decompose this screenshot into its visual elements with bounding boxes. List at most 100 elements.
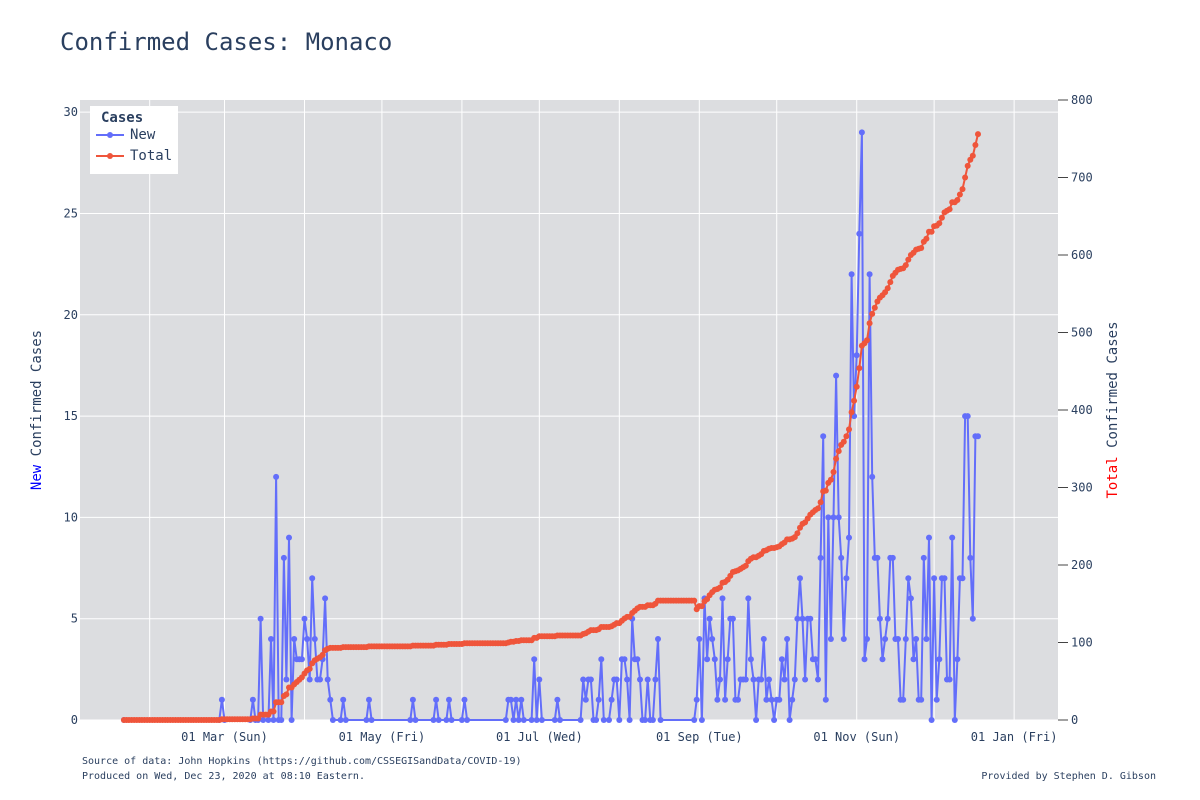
data-point-new [848, 271, 855, 278]
data-point-new [696, 636, 703, 642]
data-point-total [884, 285, 891, 292]
data-point-total [956, 191, 963, 198]
data-point-new [448, 717, 455, 723]
left-tick-label: 30 [64, 105, 78, 119]
data-point-new [931, 575, 938, 582]
data-point-total [717, 584, 723, 591]
data-point-new [587, 676, 594, 683]
data-point-new [719, 595, 726, 602]
data-point-new [366, 696, 372, 703]
data-point-new [655, 636, 661, 642]
data-point-total [866, 320, 873, 327]
data-point-new [729, 615, 736, 622]
data-point-new [515, 717, 522, 723]
data-point-new [910, 656, 917, 663]
x-axis: 01 Mar (Sun) 01 May (Fri) 01 Jul (Wed) 01 S… [181, 730, 1057, 744]
data-point-new [298, 656, 305, 663]
data-point-new [830, 514, 837, 521]
data-point-new [784, 636, 791, 642]
data-point-new [771, 717, 778, 723]
data-point-total [954, 197, 961, 203]
data-point-new [745, 595, 752, 602]
left-y-axis: 0 5 10 15 20 25 30 [64, 105, 78, 727]
data-point-new [531, 656, 538, 663]
data-point-total [964, 162, 971, 169]
data-point-total [278, 699, 285, 706]
data-point-new [747, 656, 754, 663]
data-point-new [802, 676, 809, 683]
right-tick-label: 300 [1071, 481, 1093, 495]
data-point-new [520, 717, 527, 723]
data-point-total [283, 691, 290, 698]
data-point-new [507, 696, 514, 703]
data-point-new [778, 656, 785, 663]
data-point-new [270, 717, 277, 723]
data-point-total [869, 310, 876, 317]
data-point-total [975, 131, 981, 138]
data-point-new [858, 129, 865, 136]
data-point-new [941, 575, 948, 582]
data-point-new [763, 696, 770, 703]
data-point-new [311, 636, 318, 642]
left-tick-label: 15 [64, 409, 78, 423]
data-point-new [652, 676, 659, 683]
x-tick-label: 01 Sep (Tue) [656, 730, 743, 744]
x-tick-label: 01 Jan (Fri) [971, 730, 1058, 744]
data-point-total [817, 499, 824, 506]
data-point-new [923, 636, 930, 642]
data-point-new [510, 717, 517, 723]
data-point-new [717, 676, 723, 683]
data-point-new [835, 514, 842, 521]
data-point-new [642, 717, 649, 723]
data-point-total [959, 186, 966, 193]
data-point-new [513, 696, 520, 703]
left-axis-title-colored: New [29, 464, 45, 490]
data-point-new [446, 696, 452, 703]
data-point-new [464, 717, 471, 723]
data-point-new [902, 636, 909, 642]
data-point-new [781, 676, 788, 683]
data-point-new [964, 413, 971, 420]
data-point-new [827, 636, 834, 642]
data-point-new [724, 656, 731, 663]
data-point-new [693, 696, 700, 703]
data-point-new [907, 595, 914, 602]
data-point-new [606, 717, 612, 723]
data-point-new [794, 615, 801, 622]
data-point-new [876, 615, 883, 622]
data-point-new [257, 615, 264, 622]
data-point-new [933, 696, 940, 703]
data-point-total [319, 651, 326, 658]
data-point-total [969, 152, 976, 159]
series-layer [120, 129, 981, 723]
data-point-new [879, 656, 886, 663]
data-point-new [853, 352, 860, 359]
data-point-new [691, 717, 698, 723]
data-point-new [407, 717, 414, 723]
data-point-new [536, 676, 543, 683]
data-point-new [283, 676, 290, 683]
data-point-new [291, 636, 298, 642]
right-tick-label: 700 [1071, 171, 1093, 185]
data-point-new [704, 656, 711, 663]
data-point-new [709, 636, 716, 642]
data-point-total [815, 505, 821, 512]
data-point-total [830, 469, 837, 475]
data-point-total [822, 487, 829, 494]
left-tick-label: 20 [64, 308, 78, 322]
data-point-new [613, 676, 620, 683]
data-point-new [637, 676, 643, 683]
data-point-new [458, 717, 465, 723]
data-point-new [864, 636, 870, 642]
x-tick-label: 01 May (Fri) [339, 730, 426, 744]
data-point-new [600, 717, 607, 723]
data-point-new [273, 473, 280, 480]
data-point-new [735, 696, 741, 703]
data-point-new [322, 595, 329, 602]
data-point-new [268, 636, 274, 642]
data-point-new [278, 717, 285, 723]
x-tick-label: 01 Nov (Sun) [813, 730, 900, 744]
data-point-new [822, 696, 829, 703]
